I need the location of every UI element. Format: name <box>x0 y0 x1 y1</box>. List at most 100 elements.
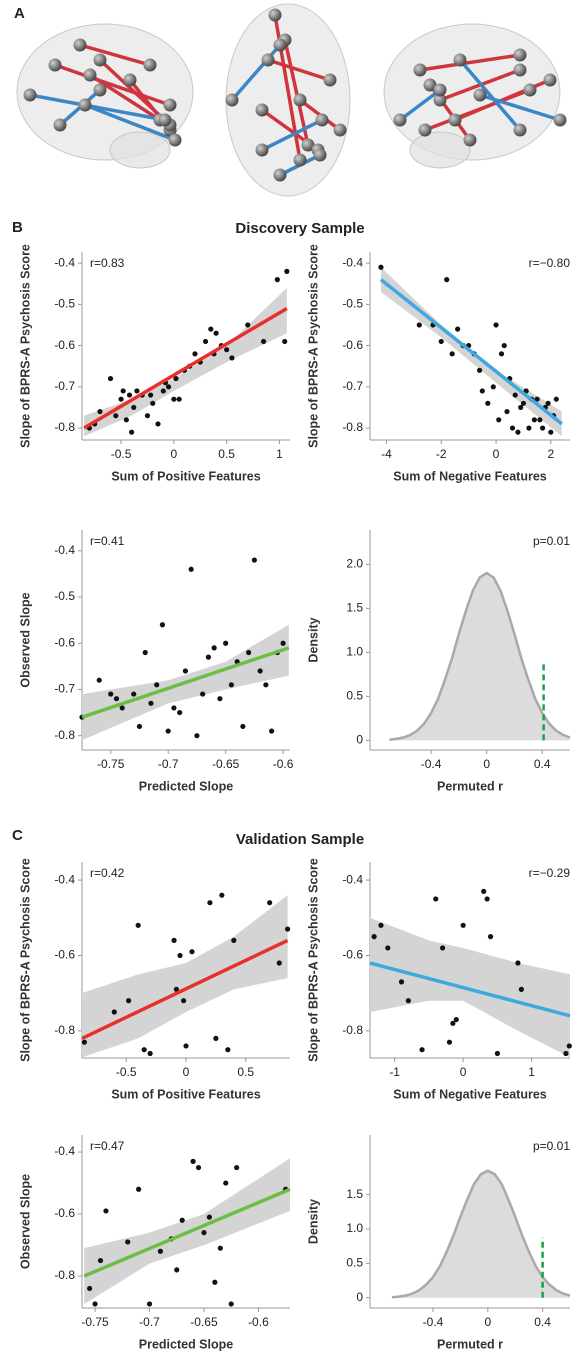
fit-line <box>81 646 290 719</box>
node <box>78 98 92 112</box>
node <box>293 93 307 107</box>
annotation: r=0.41 <box>90 534 125 548</box>
point <box>405 998 411 1004</box>
chart: -0.4 -0.5 -0.6 -0.7 -0.8 -0.5 0 0.5 1 Sum of Posi… <box>18 244 290 483</box>
point <box>134 388 140 394</box>
chart: 0 0.5 1.0 1.5 2.0 -0.4 0 0.4 Permuted r Density p=… <box>306 530 571 793</box>
point <box>515 429 521 435</box>
point <box>509 425 516 431</box>
point <box>107 375 114 382</box>
point <box>285 926 291 932</box>
x-axis-label: Sum of Negative Features <box>393 1087 547 1101</box>
x-tick-label: -0.4 <box>421 757 442 771</box>
x-tick-label: 0 <box>171 447 178 461</box>
point <box>449 351 455 357</box>
y-tick-label: 2.0 <box>346 556 363 570</box>
point <box>120 388 126 394</box>
annotation: r=0.47 <box>90 1139 125 1153</box>
point <box>251 557 257 563</box>
point <box>154 682 160 688</box>
connection <box>78 43 152 67</box>
point <box>460 922 466 928</box>
x-tick-label: 0.5 <box>237 1065 254 1079</box>
density-line <box>389 571 571 741</box>
node <box>513 48 527 62</box>
point <box>518 986 524 993</box>
point <box>126 998 132 1004</box>
point <box>144 413 151 419</box>
point <box>487 934 494 940</box>
node <box>255 103 269 117</box>
x-tick-label: 0 <box>484 1315 491 1329</box>
point <box>225 1047 231 1053</box>
point <box>490 384 496 390</box>
node <box>301 138 315 152</box>
point <box>553 396 559 402</box>
point <box>182 668 189 674</box>
y-axis-label: Slope of BPRS-A Psychosis Score <box>306 244 320 448</box>
point <box>280 640 286 646</box>
y-tick-label: -0.4 <box>54 872 75 886</box>
chart: -0.4 -0.6 -0.8 -0.5 0 0.5 Sum of Positive Feat… <box>18 858 291 1101</box>
point <box>282 338 288 345</box>
point <box>213 330 219 336</box>
point <box>141 1047 147 1053</box>
point <box>97 1257 104 1264</box>
connection <box>83 103 177 142</box>
density-line <box>391 1169 571 1299</box>
y-tick-label: -0.5 <box>342 297 363 311</box>
x-tick-label: -0.75 <box>81 1315 109 1329</box>
point <box>223 1180 229 1186</box>
x-axis-label: Sum of Positive Features <box>111 469 260 483</box>
node <box>393 113 407 127</box>
x-tick-label: -0.65 <box>190 1315 218 1329</box>
node <box>255 143 269 157</box>
point <box>108 691 114 697</box>
point <box>217 696 223 702</box>
node <box>423 78 437 92</box>
node <box>433 83 447 97</box>
point <box>118 396 124 402</box>
point <box>200 691 206 697</box>
x-axis-label: Permuted r <box>437 779 503 793</box>
point <box>96 677 102 683</box>
x-tick-label: 2 <box>547 447 554 461</box>
point <box>147 1050 153 1057</box>
point <box>205 654 212 660</box>
node <box>433 93 447 107</box>
point <box>501 342 507 349</box>
point <box>433 896 439 902</box>
point <box>201 1230 207 1236</box>
x-tick-label: -0.7 <box>139 1315 160 1329</box>
point <box>136 723 143 730</box>
point <box>126 392 133 398</box>
point <box>190 1158 196 1164</box>
point <box>398 979 405 985</box>
x-axis-label: Predicted Slope <box>139 1337 234 1351</box>
point <box>173 986 180 993</box>
connection <box>266 58 332 82</box>
point <box>211 645 217 651</box>
y-tick-label: 0 <box>356 732 363 746</box>
node <box>418 123 432 137</box>
y-tick-label: 1.5 <box>346 1187 363 1201</box>
node <box>273 38 287 52</box>
point <box>446 1039 453 1045</box>
y-axis-label: Slope of BPRS-A Psychosis Score <box>18 858 32 1062</box>
point <box>123 417 129 423</box>
y-tick-label: -0.8 <box>342 1023 363 1037</box>
point <box>92 1301 98 1307</box>
point <box>87 1285 93 1292</box>
x-tick-label: -4 <box>381 447 392 461</box>
node <box>168 133 182 147</box>
point <box>378 264 384 270</box>
panel-label: A <box>14 5 25 22</box>
y-axis-label: Observed Slope <box>18 1174 32 1269</box>
y-tick-label: 0 <box>356 1290 363 1304</box>
node <box>93 83 107 97</box>
point <box>548 429 554 435</box>
point <box>160 388 166 394</box>
y-axis-label: Observed Slope <box>18 592 32 687</box>
